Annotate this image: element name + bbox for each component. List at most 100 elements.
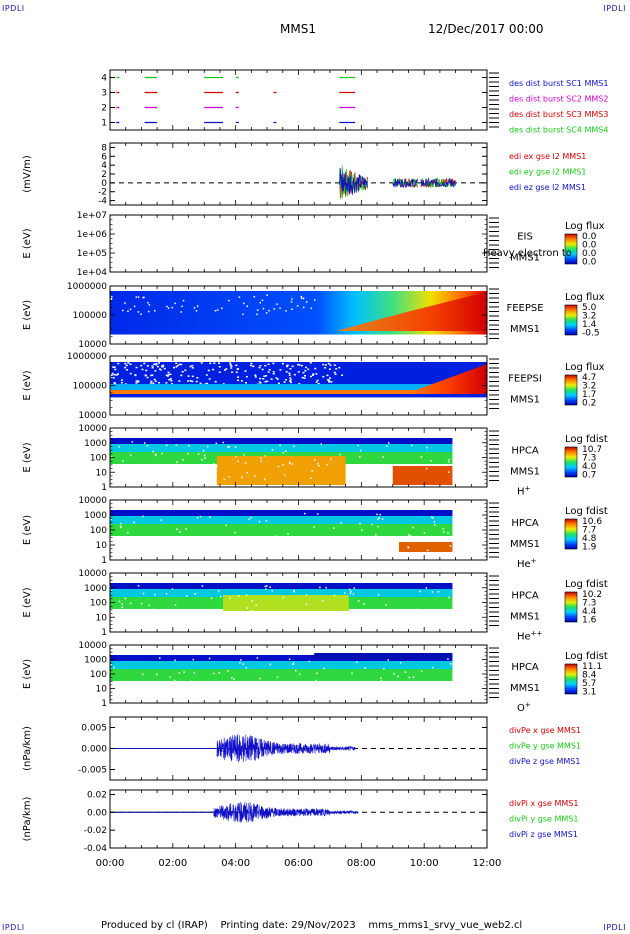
y-tick-label: 1000 xyxy=(84,439,107,449)
spectrogram-speck xyxy=(167,373,170,376)
spectrogram-speck xyxy=(268,369,271,371)
x-tick-label: 08:00 xyxy=(347,858,376,869)
spectrogram-speck xyxy=(284,379,287,381)
colorbar-title: Log flux xyxy=(565,362,605,373)
spectrogram-speck xyxy=(266,294,268,296)
spectrogram-speck xyxy=(121,603,124,605)
spectrogram-speck xyxy=(258,381,261,383)
spectrogram-speck xyxy=(245,594,248,596)
spectrogram-speck xyxy=(258,366,261,369)
spectrogram-speck xyxy=(413,687,416,689)
spectrogram-speck xyxy=(124,366,127,369)
spectrogram-speck xyxy=(183,671,185,673)
spectrogram-speck xyxy=(283,474,286,476)
colorbar xyxy=(564,663,578,695)
spectrogram-speck xyxy=(325,617,328,619)
spectrogram-speck xyxy=(266,535,268,538)
spectrogram-speck xyxy=(134,374,137,376)
legend-entry: edi ey gse l2 MMS1 xyxy=(509,168,587,177)
spectrogram-speck xyxy=(159,657,161,659)
y-tick-label: 1000000 xyxy=(67,282,107,292)
colorbar-tick-label: 8.4 xyxy=(582,671,597,681)
spectrogram-speck xyxy=(140,313,142,315)
legend-entry: edi ex gse l2 MMS1 xyxy=(509,152,586,161)
spectrogram-speck xyxy=(151,374,154,376)
spectrogram-speck xyxy=(201,459,203,461)
spectrogram-speck xyxy=(258,520,261,523)
spectrogram-speck xyxy=(430,516,433,518)
y-tick-label: 1000 xyxy=(84,511,107,521)
spectrogram-speck xyxy=(352,683,354,685)
spectrogram-speck xyxy=(174,659,176,662)
spectrogram-speck xyxy=(165,382,168,384)
spectrogram-speck xyxy=(276,378,279,380)
y-tick-label: 4 xyxy=(101,161,107,171)
spectrogram-speck xyxy=(279,444,281,447)
colorbar-tick-label: -0.5 xyxy=(582,329,600,339)
spectrogram-speck xyxy=(236,368,239,370)
spectrogram-speck xyxy=(372,616,375,619)
spectrogram-speck xyxy=(335,368,338,370)
spectrogram-speck xyxy=(150,380,153,383)
spectrogram-speck xyxy=(149,382,152,384)
spectrogram-speck xyxy=(275,377,278,379)
spectrogram-speck xyxy=(382,456,384,458)
spectrogram-speck xyxy=(291,463,294,465)
corner-label-top-left: IPDLI xyxy=(2,4,25,13)
panel-hpca-he-: 10000 1000 100 10 1 E (eV) HPCA MMS1 He+ Log fdis… xyxy=(22,496,608,570)
spectrogram-speck xyxy=(164,693,166,695)
spectrogram-speck xyxy=(205,374,208,376)
spectrogram-speck xyxy=(171,306,174,309)
spectrogram-speck xyxy=(290,542,293,545)
y-tick-label: 1 xyxy=(101,556,107,566)
spectrogram-speck xyxy=(287,693,290,695)
spectrogram-speck xyxy=(297,363,300,366)
spectrogram-speck xyxy=(242,663,244,665)
spectrogram-speck xyxy=(238,595,240,597)
spectrogram-speck xyxy=(298,383,301,385)
spectrogram-speck xyxy=(333,364,336,366)
spectrogram-speck xyxy=(158,381,161,384)
spectrogram-speck xyxy=(324,364,327,366)
spectrogram-speck xyxy=(309,362,312,364)
spectrogram-speck xyxy=(359,522,361,525)
spectrogram-speck xyxy=(357,600,360,602)
spectrogram-speck xyxy=(310,477,312,480)
instrument-label: HPCA xyxy=(511,662,539,673)
spectrogram-speck xyxy=(129,602,132,605)
spectrogram-speck xyxy=(237,376,240,378)
y-tick-label: 1000 xyxy=(84,584,107,594)
spectrogram-speck xyxy=(314,367,317,370)
spectrogram-speck xyxy=(191,680,193,683)
spectrogram-speck xyxy=(111,372,114,375)
colorbar-title: Log fdist xyxy=(565,579,608,590)
spectrogram-speck xyxy=(174,679,176,682)
spectrogram-speck xyxy=(244,462,247,464)
colorbar-title: Log fdist xyxy=(565,506,608,517)
panel-frame xyxy=(109,214,488,273)
spectrogram-speck xyxy=(209,516,211,518)
spectrogram-band xyxy=(110,516,453,524)
spectrogram-speck xyxy=(195,380,198,383)
spectrogram-speck xyxy=(293,373,296,376)
spectrogram-speck xyxy=(346,472,349,475)
spectrogram-speck xyxy=(193,307,196,309)
spectrogram-speck xyxy=(166,375,169,377)
spectrogram-speck xyxy=(271,448,274,451)
spectrogram-speck xyxy=(264,585,267,588)
y-axis-label: E (eV) xyxy=(22,300,33,330)
spectrogram-speck xyxy=(204,457,206,459)
colorbar-tick-label: 10.7 xyxy=(582,445,602,455)
spectrogram-speck xyxy=(231,677,233,679)
spacecraft-label: MMS1 xyxy=(510,467,540,478)
spectrogram-speck xyxy=(420,670,423,673)
spectrogram-speck xyxy=(166,305,168,308)
spectrogram-speck xyxy=(239,662,241,664)
y-tick-label: -4 xyxy=(98,197,107,207)
spectrogram-speck xyxy=(187,375,190,377)
spectrogram-speck xyxy=(409,534,411,537)
y-axis-label: E (eV) xyxy=(22,587,33,617)
spectrogram-speck xyxy=(252,365,255,368)
y-tick-label: -2 xyxy=(98,188,107,198)
spectrogram-speck xyxy=(120,522,122,525)
